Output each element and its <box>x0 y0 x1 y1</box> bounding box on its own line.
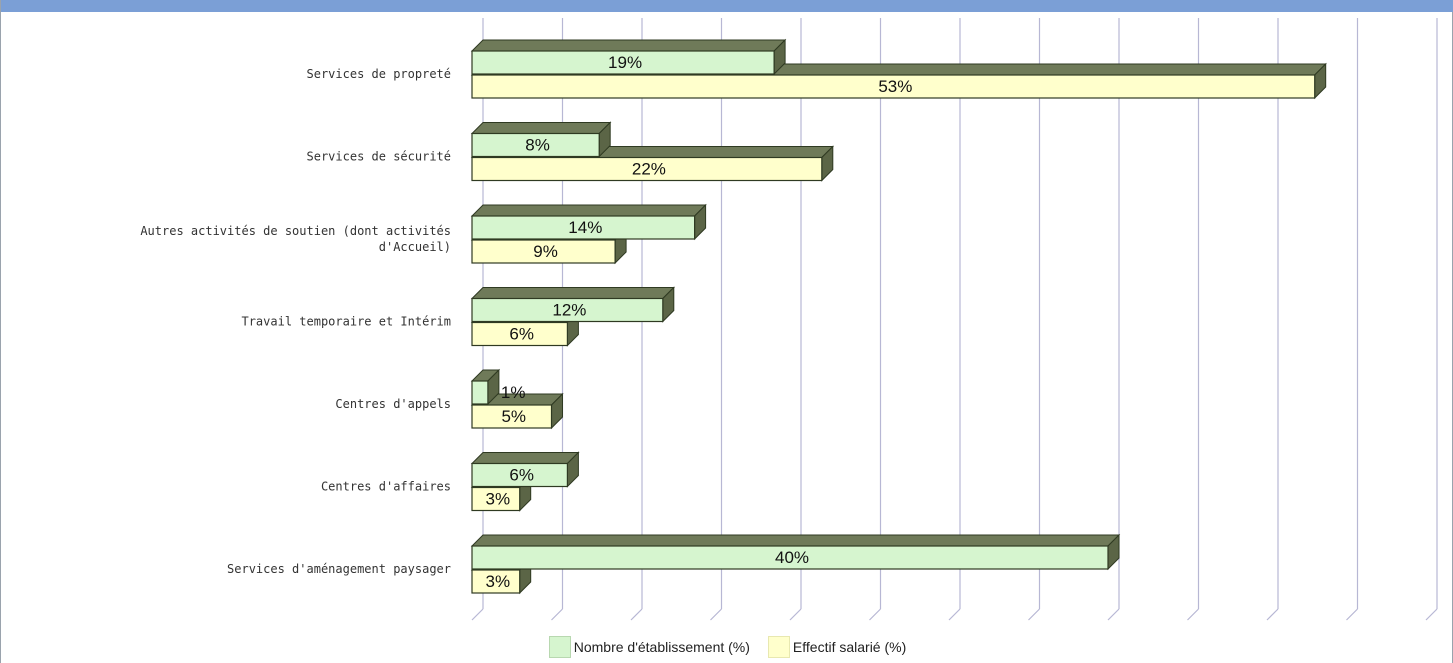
grid-line <box>869 608 881 621</box>
grid-line <box>551 608 563 621</box>
category-label: d'Accueil) <box>379 240 451 254</box>
bar-etablissements <box>470 368 501 406</box>
data-label: 1% <box>501 383 526 402</box>
bar-front <box>471 462 569 488</box>
bar-chart: 19% 53% 8% 22% 14% 9% 12% 6% 1% 5% 6% 3% 40% 3% Servi… <box>140 18 1438 621</box>
legend-item-etablissements: Nombre d'établissement (%) <box>548 636 750 658</box>
category-label: Services d'aménagement paysager <box>227 562 451 576</box>
data-label: 5% <box>501 407 526 426</box>
category-labels: Services de propreté Services de sécurité… <box>140 67 451 576</box>
bar-front <box>471 156 823 182</box>
axis-line <box>471 608 484 621</box>
bar-etablissements <box>470 121 612 158</box>
data-label: 19% <box>608 53 642 72</box>
data-label: 3% <box>486 572 511 591</box>
category-label: Autres activités de soutien (dont activi… <box>140 224 451 238</box>
bar-front <box>471 321 569 347</box>
grid-line <box>1425 608 1438 621</box>
bar-front <box>471 215 696 240</box>
data-label: 14% <box>568 218 602 237</box>
data-label: 12% <box>552 301 586 320</box>
grid-line <box>1187 608 1199 621</box>
bar-front <box>471 486 521 512</box>
data-label: 40% <box>775 548 809 567</box>
grid-line <box>789 608 802 621</box>
grid-line <box>1107 608 1120 621</box>
bar-top <box>470 204 707 217</box>
bar-front <box>471 569 521 594</box>
bars-layer: 19% 53% 8% 22% 14% 9% 12% 6% 1% 5% 6% 3% 40% 3% <box>470 38 1327 595</box>
bar-top <box>470 122 612 134</box>
bar-top <box>470 452 580 464</box>
bar-etablissements <box>470 38 787 76</box>
bar-front <box>471 297 664 323</box>
data-label: 22% <box>632 160 666 179</box>
grid-line <box>630 608 643 621</box>
legend-swatch-green <box>548 636 571 658</box>
bar-front <box>471 132 600 158</box>
legend-swatch-yellow <box>767 636 790 658</box>
category-label: Services de propreté <box>307 67 452 81</box>
bar-front <box>471 50 775 75</box>
category-label: Centres d'affaires <box>321 480 451 494</box>
bar-etablissements <box>470 533 1121 571</box>
grid-line <box>948 608 961 621</box>
bar-top <box>470 534 1121 547</box>
bar-top <box>470 39 787 52</box>
grid-line <box>1266 608 1279 621</box>
category-label: Centres d'appels <box>335 397 451 411</box>
data-label: 6% <box>509 325 534 344</box>
data-label: 9% <box>533 242 558 261</box>
bar-etablissements <box>470 451 580 488</box>
bar-front <box>471 380 489 405</box>
data-label: 53% <box>878 77 912 96</box>
grid-line <box>1028 608 1040 621</box>
legend: Nombre d'établissement (%) Effectif sala… <box>1 634 1453 660</box>
bar-etablissements <box>470 203 707 241</box>
grid-line <box>1346 608 1358 621</box>
data-label: 8% <box>525 136 550 155</box>
grid-line <box>710 608 722 621</box>
bar-front <box>471 545 1109 570</box>
legend-item-effectif: Effectif salarié (%) <box>767 636 907 658</box>
legend-label: Effectif salarié (%) <box>792 639 907 655</box>
category-label: Travail temporaire et Intérim <box>241 315 451 329</box>
legend-label: Nombre d'établissement (%) <box>573 639 750 655</box>
data-label: 3% <box>486 490 511 509</box>
bar-etablissements <box>470 286 676 323</box>
bar-front <box>471 239 616 264</box>
bar-front <box>471 404 553 429</box>
chart-header <box>1 0 1453 12</box>
bar-front <box>471 74 1316 99</box>
category-label: Services de sécurité <box>307 150 452 164</box>
bar-top <box>470 287 676 299</box>
data-label: 6% <box>509 466 534 485</box>
